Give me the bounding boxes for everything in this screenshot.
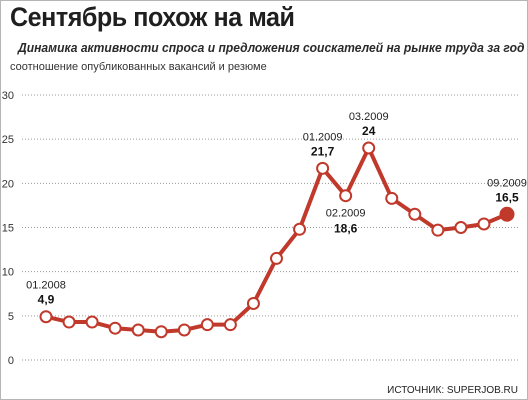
- annotation-date-0: 01.2008: [26, 280, 66, 292]
- data-point-13: [339, 189, 353, 203]
- chart-title: Сентябрь похож на май: [10, 2, 295, 32]
- y-axis-unit-label: соотношение опубликованных вакансий и ре…: [10, 61, 267, 73]
- annotation-value-12: 21,7: [311, 144, 335, 158]
- data-point-2: [85, 315, 99, 329]
- data-point-11: [293, 222, 307, 236]
- data-point-8: [223, 318, 237, 332]
- source-note: ИСТОЧНИК: SUPERJOB.RU: [387, 385, 518, 396]
- data-point-9: [246, 296, 260, 310]
- y-tick-label-0: 0: [8, 355, 14, 367]
- y-tick-label-25: 25: [2, 134, 14, 146]
- annotation-value-14: 24: [362, 124, 376, 138]
- annotation-date-14: 03.2009: [349, 111, 389, 123]
- data-point-0: [39, 310, 53, 324]
- y-tick-label-5: 5: [8, 311, 14, 323]
- chart-subtitle: Динамика активности спроса и предложения…: [18, 40, 525, 55]
- data-point-1: [62, 315, 76, 329]
- annotation-value-13: 18,6: [334, 222, 358, 236]
- data-point-20: [499, 206, 515, 222]
- data-point-15: [385, 191, 399, 205]
- data-point-5: [154, 325, 168, 339]
- annotation-date-13: 02.2009: [326, 208, 366, 220]
- y-tick-label-30: 30: [2, 90, 14, 102]
- y-tick-label-10: 10: [2, 267, 14, 279]
- data-point-7: [200, 318, 214, 332]
- y-tick-label-20: 20: [2, 178, 14, 190]
- data-point-10: [270, 251, 283, 265]
- y-tick-label-15: 15: [2, 223, 14, 235]
- annotation-date-12: 01.2009: [303, 131, 343, 143]
- data-point-6: [177, 323, 191, 337]
- data-point-19: [477, 217, 491, 231]
- annotation-date-20: 09.2009: [487, 177, 527, 189]
- data-point-14: [362, 141, 376, 155]
- data-point-12: [316, 161, 330, 175]
- annotation-value-20: 16,5: [495, 190, 519, 204]
- data-point-3: [108, 321, 122, 335]
- data-point-18: [454, 221, 468, 234]
- data-point-4: [131, 323, 145, 337]
- data-point-17: [431, 223, 445, 237]
- data-point-16: [408, 207, 422, 221]
- annotation-value-0: 4,9: [38, 293, 55, 307]
- series-line: [44, 146, 509, 334]
